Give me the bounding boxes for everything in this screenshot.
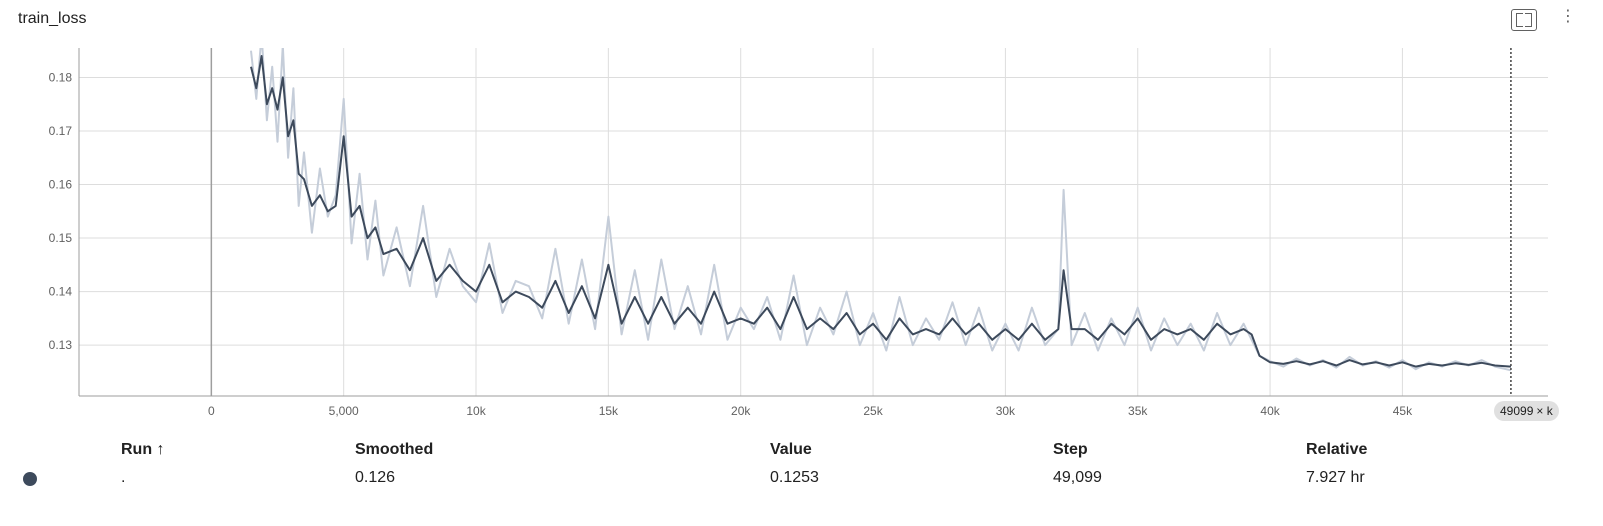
- chart-axes: [78, 48, 1548, 397]
- more-icon[interactable]: ⋮: [1560, 8, 1576, 25]
- cell-smoothed: 0.126: [355, 469, 396, 486]
- train-loss-chart[interactable]: 0.13 0.14 0.15 0.16 0.17 0.18 0 5,000 10k 15k 20k 2…: [0, 0, 1603, 430]
- series-smoothed: [250, 55, 1511, 368]
- x-tick-label: 10k: [466, 404, 486, 418]
- series-lines: [250, 48, 1512, 372]
- close-icon[interactable]: ×: [1536, 404, 1544, 418]
- column-header-relative[interactable]: Relative: [1306, 441, 1368, 458]
- step-badge-trailing: k: [1546, 404, 1553, 418]
- y-tick-label: 0.15: [49, 231, 73, 245]
- series-raw: [250, 48, 1512, 372]
- step-badge: 49099 × k: [1494, 401, 1559, 421]
- y-tick-label: 0.14: [49, 285, 73, 299]
- y-tick-label: 0.16: [49, 178, 73, 192]
- card-title: train_loss: [18, 10, 87, 27]
- x-tick-label: 25k: [863, 404, 883, 418]
- x-tick-label: 15k: [599, 404, 619, 418]
- column-header-run[interactable]: Run ↑: [121, 441, 165, 458]
- column-header-value[interactable]: Value: [770, 441, 812, 458]
- tick-labels: 0.13 0.14 0.15 0.16 0.17 0.18 0 5,000 10k 15k 20k 2…: [49, 70, 1413, 418]
- x-tick-label: 5,000: [329, 404, 359, 418]
- cell-step: 49,099: [1053, 469, 1102, 486]
- x-tick-label: 40k: [1260, 404, 1280, 418]
- y-tick-label: 0.13: [49, 338, 73, 352]
- x-tick-label: 0: [208, 404, 215, 418]
- x-tick-label: 20k: [731, 404, 751, 418]
- x-tick-label: 35k: [1128, 404, 1148, 418]
- cell-relative: 7.927 hr: [1306, 469, 1365, 486]
- cell-value: 0.1253: [770, 469, 819, 486]
- x-tick-label: 30k: [996, 404, 1016, 418]
- run-color-dot: [23, 472, 37, 486]
- x-tick-label: 45k: [1393, 404, 1413, 418]
- y-tick-label: 0.17: [49, 124, 73, 138]
- cell-run: .: [121, 469, 126, 486]
- column-header-smoothed[interactable]: Smoothed: [355, 441, 434, 458]
- y-tick-label: 0.18: [49, 70, 73, 84]
- step-badge-value: 49099: [1500, 404, 1534, 418]
- fullscreen-icon[interactable]: [1511, 9, 1537, 31]
- column-header-step[interactable]: Step: [1053, 441, 1088, 458]
- chart-grid: [79, 48, 1548, 396]
